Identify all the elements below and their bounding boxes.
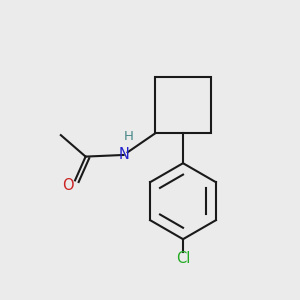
Text: H: H [124,130,134,143]
Text: O: O [62,178,74,193]
Text: N: N [118,148,129,163]
Text: Cl: Cl [176,251,190,266]
